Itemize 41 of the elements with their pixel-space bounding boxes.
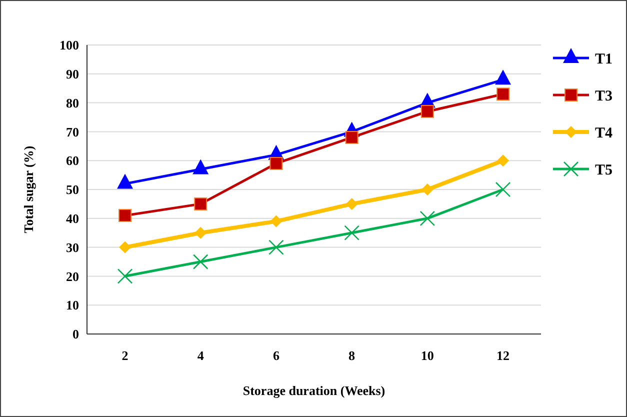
y-tick-label: 70 xyxy=(66,124,79,140)
x-tick-label: 10 xyxy=(420,348,434,363)
y-tick-label: 80 xyxy=(66,95,79,110)
point xyxy=(194,197,208,210)
point xyxy=(192,254,208,270)
y-tick-label: 10 xyxy=(66,298,79,313)
point xyxy=(270,215,282,228)
legend-label: T4 xyxy=(595,125,614,142)
y-axis-title: Total sugar (%) xyxy=(21,146,36,234)
point xyxy=(345,130,358,144)
x-tick-label: 2 xyxy=(122,348,128,363)
legend-label: T5 xyxy=(595,162,613,178)
point xyxy=(270,156,283,170)
point xyxy=(344,225,360,240)
x-tick-label: 12 xyxy=(496,348,510,363)
y-tick-label: 90 xyxy=(66,66,79,82)
point xyxy=(495,182,511,198)
point xyxy=(497,154,509,167)
x-axis-title: Storage duration (Weeks) xyxy=(242,383,386,398)
x-tick-label: 4 xyxy=(197,348,204,363)
y-tick-label: 60 xyxy=(66,153,79,168)
point xyxy=(420,210,436,226)
y-tick-label: 30 xyxy=(66,240,79,255)
y-tick-label: 50 xyxy=(66,182,79,198)
point xyxy=(346,198,358,210)
point xyxy=(421,184,434,196)
point xyxy=(117,268,133,284)
legend-label: T1 xyxy=(595,51,613,68)
point xyxy=(496,88,510,101)
point xyxy=(118,209,132,222)
point xyxy=(268,240,284,255)
x-tick-label: 8 xyxy=(348,348,356,363)
y-tick-label: 20 xyxy=(66,268,79,284)
point xyxy=(194,226,207,239)
legend-label: T3 xyxy=(595,88,613,104)
y-tick-label: 0 xyxy=(72,326,79,342)
point xyxy=(119,241,131,254)
y-tick-label: 100 xyxy=(60,38,79,53)
x-tick-label: 6 xyxy=(272,348,280,363)
y-tick-label: 40 xyxy=(66,210,79,226)
point xyxy=(420,104,434,118)
